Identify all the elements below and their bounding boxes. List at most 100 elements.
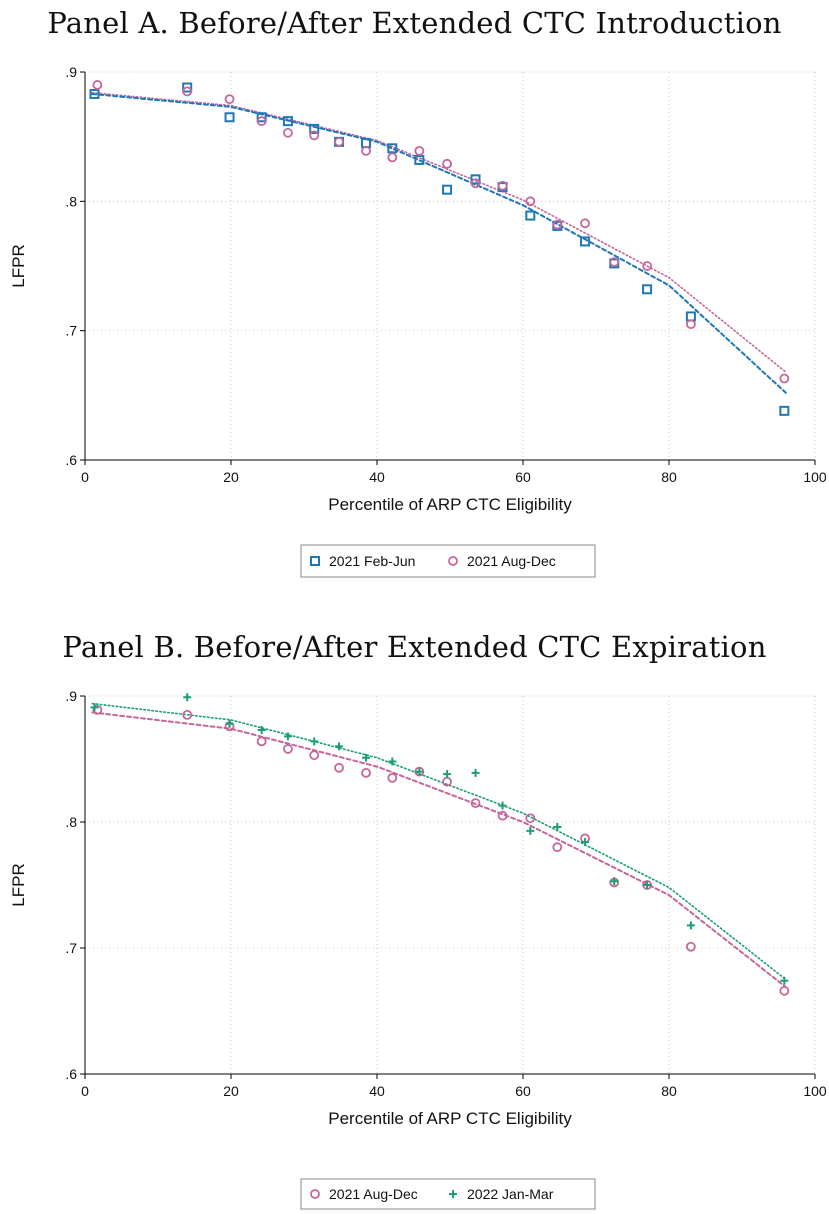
panel-b-point [334, 762, 344, 773]
panel-b-point [362, 753, 371, 762]
panel-b-point [387, 773, 398, 783]
panel-b-point [335, 742, 344, 751]
panel-b-y-tick-label: .8 [65, 814, 77, 830]
panel-a-x-tick-label: 40 [369, 469, 385, 485]
panel-b-point [309, 750, 320, 761]
panel-a-point [470, 178, 481, 189]
panel-a-series-1 [92, 80, 790, 384]
panel-a-point [642, 284, 653, 295]
panel-b-x-tick-label: 0 [81, 1083, 89, 1099]
panel-a-y-tick-label: .9 [65, 64, 77, 80]
panel-b-point [470, 798, 481, 808]
panel-a-x-tick-label: 60 [515, 469, 531, 485]
panel-a-legend-marker [310, 556, 320, 566]
panel-b-point [610, 877, 619, 886]
panel-b-point [779, 985, 790, 996]
panel-a-y-axis-title: LFPR [9, 244, 28, 287]
panel-b-point [361, 767, 371, 778]
panel-b-x-tick-label: 40 [369, 1083, 385, 1099]
panel-b-series-1 [90, 693, 789, 985]
panel-b-y-axis-title: LFPR [9, 863, 28, 906]
panel-a-point [92, 80, 103, 90]
panel-b-point [92, 704, 103, 715]
panel-a-point [470, 174, 481, 185]
panel-a-point [256, 112, 267, 123]
panel-b-x-axis-title: Percentile of ARP CTC Eligibility [328, 1109, 572, 1128]
panel-b-fit-line-0 [91, 711, 787, 989]
panel-a-fit-line-1 [91, 91, 787, 373]
panel-a-point [642, 261, 652, 271]
panel-a-point [309, 123, 320, 134]
panel-b-point [552, 842, 563, 853]
panel-a-point [525, 210, 536, 221]
panel-b-series-0 [92, 704, 790, 996]
panel-b-point [257, 726, 266, 735]
panel-a-point [779, 405, 790, 416]
panel-a-x-tick-label: 80 [661, 469, 677, 485]
panel-b-chart: 0 20 40 60 80 100 .6 .7 .8 .9 LFPR Percentile of AR… [9, 688, 827, 1210]
panel-a-point [414, 154, 425, 165]
panel-a-point [334, 136, 344, 147]
panel-b-point [686, 941, 696, 952]
panel-b-point [643, 881, 652, 889]
panel-b-legend-marker [310, 1189, 320, 1199]
panel-b-point [443, 770, 452, 779]
panel-a-x-axis-title: Percentile of ARP CTC Eligibility [328, 495, 572, 514]
panel-a-point [580, 236, 591, 247]
panel-b-y-tick-label: .6 [65, 1066, 77, 1082]
panel-b-legend-label: 2021 Aug-Dec [329, 1186, 418, 1202]
panel-b-point [283, 732, 292, 741]
panel-a-legend-marker [448, 556, 458, 566]
panel-a-point [442, 158, 452, 169]
panel-b-legend-marker [449, 1190, 457, 1198]
panel-b-point [283, 744, 293, 754]
panel-a-title: Panel A. Before/After Extended CTC Intro… [47, 6, 782, 40]
panel-b-x-tick-label: 20 [223, 1083, 239, 1099]
panel-b-point [498, 801, 507, 810]
panel-a-point [779, 373, 790, 384]
panel-a-point [89, 88, 100, 99]
panel-a-point [414, 145, 425, 156]
panel-b-point [183, 693, 192, 702]
panel-a-legend: 2021 Feb-Jun 2021 Aug-Dec [300, 544, 596, 578]
panel-b-point [525, 813, 536, 824]
panel-a-point [387, 143, 398, 154]
panel-a-x-tick-label: 0 [81, 469, 89, 485]
panel-b-point [471, 768, 480, 777]
panel-a-series-0 [89, 82, 790, 416]
panel-b-legend-box [300, 1178, 596, 1210]
panel-a-grid [84, 71, 816, 461]
panel-a-point [309, 130, 320, 141]
panel-b-y-tick-label: .7 [65, 940, 77, 956]
panel-b-point [90, 703, 99, 712]
panel-b-fit-line-1 [91, 702, 787, 981]
panel-a-point [224, 94, 235, 105]
panel-b-point [526, 826, 535, 835]
panel-a-y-tick-label: .7 [65, 323, 77, 339]
panel-a-chart: 0 20 40 60 80 100 .6 .7 .8 .9 LFPR Percentile of AR… [9, 64, 827, 578]
panel-a-point [387, 152, 398, 163]
panel-b-point [310, 737, 319, 746]
panel-a-fit-line-0 [91, 93, 787, 394]
panel-b-point [256, 736, 267, 747]
panel-b-point [553, 823, 562, 832]
panel-a-point [497, 180, 508, 191]
panel-b-grid [84, 695, 816, 1075]
panel-a-point [182, 82, 193, 93]
panel-a-point [685, 311, 696, 322]
panel-a-point [283, 127, 293, 138]
panel-a-legend-box [300, 544, 596, 578]
panel-a-y-tick-label: .8 [65, 193, 77, 209]
panel-a-y-tick-label: .6 [65, 452, 77, 468]
panel-a-point [256, 116, 267, 127]
panel-a-x-tick-label: 100 [803, 469, 827, 485]
panel-a-point [442, 184, 453, 195]
panel-a-point [182, 86, 193, 97]
panel-a-x-tick-label: 20 [223, 469, 239, 485]
panel-b-point [225, 719, 234, 728]
panel-a-point [580, 218, 590, 229]
panel-b-point [182, 709, 193, 720]
panel-b-x-tick-label: 60 [515, 1083, 531, 1099]
panel-a-point [224, 112, 235, 123]
panel-b-y-tick-label: .9 [65, 688, 77, 704]
